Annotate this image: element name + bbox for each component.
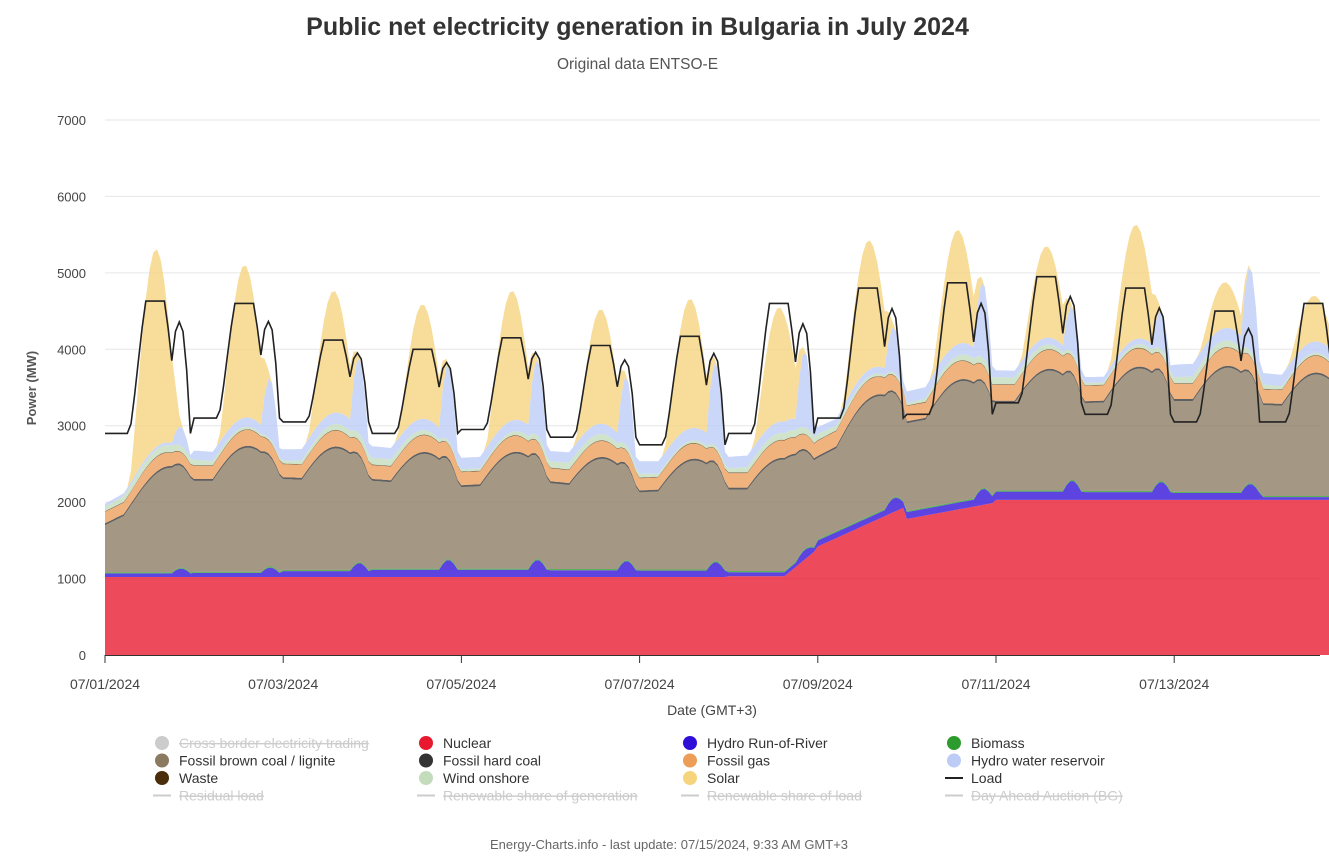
y-tick-label: 0 bbox=[79, 648, 86, 663]
y-tick-label: 1000 bbox=[57, 572, 86, 587]
legend-label: Load bbox=[971, 770, 1002, 786]
axes: 0 1000 2000 3000 4000 5000 6000 7000 07/01/2024 0… bbox=[57, 113, 1320, 692]
legend-label: Solar bbox=[707, 770, 740, 786]
legend-symbol-dot bbox=[155, 753, 169, 768]
legend-item[interactable]: Solar bbox=[683, 770, 740, 786]
x-tick-label: 07/05/2024 bbox=[426, 676, 496, 692]
legend-item[interactable]: Fossil hard coal bbox=[419, 753, 541, 769]
legend-item[interactable]: Nuclear bbox=[419, 735, 492, 751]
legend-label: Wind onshore bbox=[443, 770, 530, 786]
legend-symbol-dot bbox=[947, 736, 961, 750]
x-tick-label: 07/13/2024 bbox=[1139, 676, 1209, 692]
load-line[interactable] bbox=[105, 275, 1329, 446]
legend-label: Renewable share of load bbox=[707, 788, 862, 804]
legend-item[interactable]: Hydro water reservoir bbox=[947, 753, 1105, 769]
legend-symbol-dot bbox=[155, 771, 169, 785]
area-wind[interactable] bbox=[105, 340, 1329, 512]
x-tick-label: 07/01/2024 bbox=[70, 676, 140, 692]
legend-symbol-dot bbox=[683, 753, 697, 768]
y-tick-label: 6000 bbox=[57, 189, 86, 204]
y-tick-label: 7000 bbox=[57, 113, 86, 128]
legend-label: Hydro Run-of-River bbox=[707, 735, 828, 751]
legend-item[interactable]: Day Ahead Auction (BG) bbox=[945, 788, 1123, 804]
x-axis-label: Date (GMT+3) bbox=[667, 702, 757, 718]
legend-symbol-dot bbox=[683, 771, 697, 785]
legend-symbol-dot bbox=[419, 771, 433, 785]
chart-svg: 0 1000 2000 3000 4000 5000 6000 7000 07/01/2024 0… bbox=[24, 113, 1329, 804]
legend-item[interactable]: Hydro Run-of-River bbox=[683, 735, 828, 751]
legend-item[interactable]: Fossil brown coal / lignite bbox=[155, 753, 336, 769]
legend: Cross border electricity trading Nuclear H… bbox=[153, 735, 1123, 804]
area-hydro_res[interactable] bbox=[105, 267, 1329, 507]
chart-title: Public net electricity generation in Bul… bbox=[306, 13, 969, 41]
x-tick-label: 07/09/2024 bbox=[783, 676, 853, 692]
legend-label: Fossil brown coal / lignite bbox=[179, 753, 336, 769]
legend-item[interactable]: Residual load bbox=[153, 788, 264, 804]
legend-item[interactable]: Renewable share of load bbox=[681, 788, 862, 804]
legend-label: Cross border electricity trading bbox=[179, 735, 369, 751]
legend-item[interactable]: Renewable share of generation bbox=[417, 788, 638, 804]
legend-symbol-dot bbox=[155, 736, 169, 750]
legend-symbol-dot bbox=[683, 736, 697, 750]
load-line-group bbox=[105, 275, 1329, 446]
legend-label: Fossil gas bbox=[707, 753, 770, 769]
legend-symbol-dot bbox=[419, 753, 433, 768]
x-tick-label: 07/07/2024 bbox=[605, 676, 675, 692]
area-lignite[interactable] bbox=[105, 367, 1329, 573]
legend-symbol-dot bbox=[419, 736, 433, 750]
legend-label: Residual load bbox=[179, 788, 264, 804]
legend-item[interactable]: Biomass bbox=[947, 735, 1025, 751]
legend-label: Hydro water reservoir bbox=[971, 753, 1105, 769]
y-tick-label: 5000 bbox=[57, 266, 86, 281]
legend-label: Fossil hard coal bbox=[443, 753, 541, 769]
y-axis-label: Power (MW) bbox=[24, 351, 39, 425]
legend-item[interactable]: Load bbox=[945, 770, 1002, 786]
x-tick-label: 07/11/2024 bbox=[961, 676, 1030, 692]
x-tick-label: 07/03/2024 bbox=[248, 676, 318, 692]
area-solar[interactable] bbox=[105, 225, 1329, 504]
chart-subtitle: Original data ENTSO-E bbox=[556, 56, 719, 73]
y-tick-label: 2000 bbox=[57, 495, 86, 510]
legend-label: Waste bbox=[179, 770, 218, 786]
legend-item[interactable]: Wind onshore bbox=[419, 770, 530, 786]
legend-label: Day Ahead Auction (BG) bbox=[971, 788, 1123, 804]
area-stack bbox=[105, 225, 1329, 655]
legend-item[interactable]: Fossil gas bbox=[683, 753, 770, 769]
legend-label: Renewable share of generation bbox=[443, 788, 638, 804]
legend-symbol-dot bbox=[947, 753, 961, 768]
legend-label: Nuclear bbox=[443, 735, 492, 751]
legend-label: Biomass bbox=[971, 735, 1025, 751]
legend-item[interactable]: Cross border electricity trading bbox=[155, 735, 369, 751]
legend-item[interactable]: Waste bbox=[155, 770, 218, 786]
y-tick-label: 4000 bbox=[57, 342, 86, 357]
footer-credit[interactable]: Energy-Charts.info - last update: 07/15/… bbox=[489, 837, 849, 852]
area-nuclear[interactable] bbox=[105, 499, 1329, 655]
y-tick-label: 3000 bbox=[57, 419, 86, 434]
